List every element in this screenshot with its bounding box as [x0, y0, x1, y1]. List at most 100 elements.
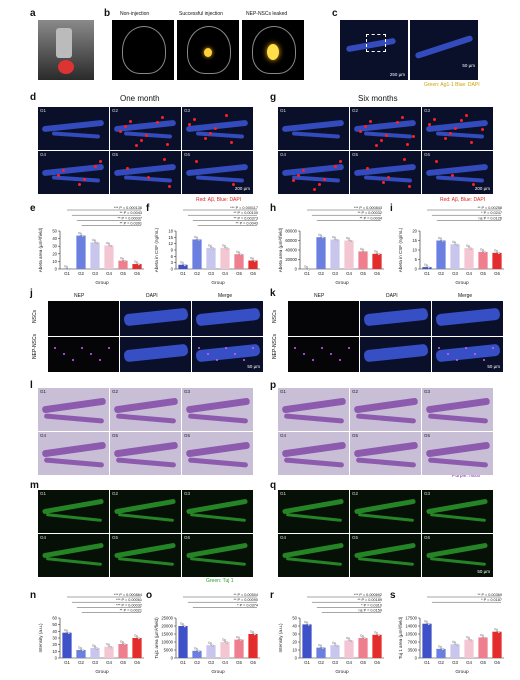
y-tick-label: 15000 — [161, 632, 173, 637]
y-axis-label: Abeta in CSF (ng/mL) — [154, 227, 159, 272]
data-point — [195, 648, 199, 651]
bar — [478, 637, 488, 658]
scale-bar-label: 50 µm — [462, 63, 475, 68]
tuj-band — [285, 557, 343, 566]
panel-group-label: G3 — [184, 491, 191, 496]
plaque-dot — [232, 183, 235, 186]
x-tick-label: G1 — [304, 271, 310, 276]
panel-group-label: G6 — [184, 433, 191, 438]
nuclei-band — [363, 343, 429, 363]
c-zoom: 50 µm — [410, 20, 478, 80]
panel-label-h: h — [270, 203, 277, 214]
panel-group-label: G4 — [40, 535, 47, 540]
data-point — [134, 260, 137, 263]
data-point — [494, 628, 497, 631]
brain-outline — [252, 26, 296, 74]
tuj-band — [189, 513, 247, 522]
plaque-dot — [406, 143, 409, 146]
data-point — [375, 632, 379, 635]
tuj-band — [357, 557, 415, 566]
chart-i: 0 5 10 15 20 G1 G2 G3 G4 G5 G6 Group Abeta in CSF (n… — [398, 206, 504, 286]
x-tick-label: G4 — [466, 660, 472, 665]
nissl-band — [185, 441, 251, 458]
plaque-dot — [387, 176, 390, 179]
row-label: NSCs — [272, 309, 278, 323]
micrograph: G1 — [278, 107, 349, 150]
nuclei-band — [435, 307, 501, 327]
scale-bar-label: 200 µm — [474, 186, 490, 191]
y-tick-label: 20 — [52, 642, 57, 647]
chart-e: 0 10 20 30 40 50 G1 G2 G3 G4 G5 G6 Group Abeta area (… — [38, 206, 144, 286]
data-point — [452, 240, 455, 243]
plaque-dot — [140, 139, 143, 142]
data-point — [194, 647, 197, 650]
panel-group-label: G4 — [280, 152, 287, 157]
data-point — [495, 629, 499, 632]
nuclei-band — [435, 343, 501, 363]
y-tick-label: 30 — [292, 632, 297, 637]
nissl-band — [355, 413, 417, 424]
y-axis-label: Tuj 1 area (µm²/field) — [398, 616, 403, 659]
micrograph: G2 — [350, 107, 421, 150]
panel-label-i: i — [390, 203, 393, 214]
panel-group-label: G3 — [424, 389, 431, 394]
nissl-band — [115, 413, 177, 424]
data-point — [304, 620, 307, 623]
data-point — [307, 623, 310, 626]
data-point — [180, 622, 183, 625]
bar — [302, 624, 312, 658]
data-point — [67, 268, 70, 271]
data-point — [95, 241, 98, 244]
data-point — [480, 248, 483, 251]
x-tick-label: G3 — [452, 271, 458, 276]
y-axis-label: Intensity (a.u.) — [38, 623, 43, 653]
x-axis-label: Group — [335, 669, 349, 675]
x-tick-label: G1 — [424, 271, 430, 276]
bar — [76, 650, 86, 658]
micrograph: G3 — [422, 388, 493, 431]
nissl-band — [281, 441, 347, 458]
data-point — [120, 257, 123, 260]
panel-label-k: k — [270, 288, 276, 299]
panel-group-label: G2 — [352, 389, 359, 394]
y-axis-label: Tuj1 area (µm²/field) — [154, 617, 159, 659]
micrograph: G6 — [182, 432, 253, 475]
data-point — [137, 637, 140, 640]
chart-h: 0 20000 40000 60000 80000 G1 G2 G3 G4 G5 G6 Group Ab… — [278, 206, 384, 286]
data-point — [251, 258, 255, 261]
plaque-dot — [401, 116, 404, 119]
data-point — [65, 266, 69, 269]
y-tick-label: 80000 — [285, 229, 297, 234]
plaque-dot — [78, 183, 81, 186]
photo-apparatus — [38, 20, 94, 80]
tuj-band — [282, 542, 344, 559]
nep-signal-dot — [207, 353, 209, 355]
b-panel-1: Non-injection — [112, 11, 174, 80]
nissl-band — [187, 457, 249, 468]
plaque-dot — [359, 130, 362, 133]
bar — [464, 248, 474, 269]
panel-group-label: G5 — [112, 433, 119, 438]
panel-group-label: G2 — [112, 108, 119, 113]
bar — [450, 244, 460, 269]
nep-signal-dot — [63, 353, 65, 355]
micrograph — [288, 337, 359, 372]
nissl-band — [427, 457, 489, 468]
data-point — [137, 263, 140, 266]
data-point — [109, 646, 112, 649]
x-axis-label: Group — [455, 280, 469, 286]
row-label: NSCs — [32, 309, 38, 323]
nissl-band — [283, 413, 345, 424]
micrograph: G2 — [110, 107, 181, 150]
data-point — [120, 640, 123, 643]
data-point — [321, 236, 324, 239]
data-point — [107, 243, 111, 246]
plaque-dot — [451, 174, 454, 177]
hippocampus-band — [425, 163, 489, 177]
data-point — [239, 253, 242, 256]
data-point — [441, 648, 444, 651]
x-tick-label: G3 — [208, 271, 214, 276]
x-tick-label: G1 — [64, 271, 70, 276]
y-tick-label: 20000 — [285, 257, 297, 262]
y-tick-label: 10 — [412, 248, 417, 253]
